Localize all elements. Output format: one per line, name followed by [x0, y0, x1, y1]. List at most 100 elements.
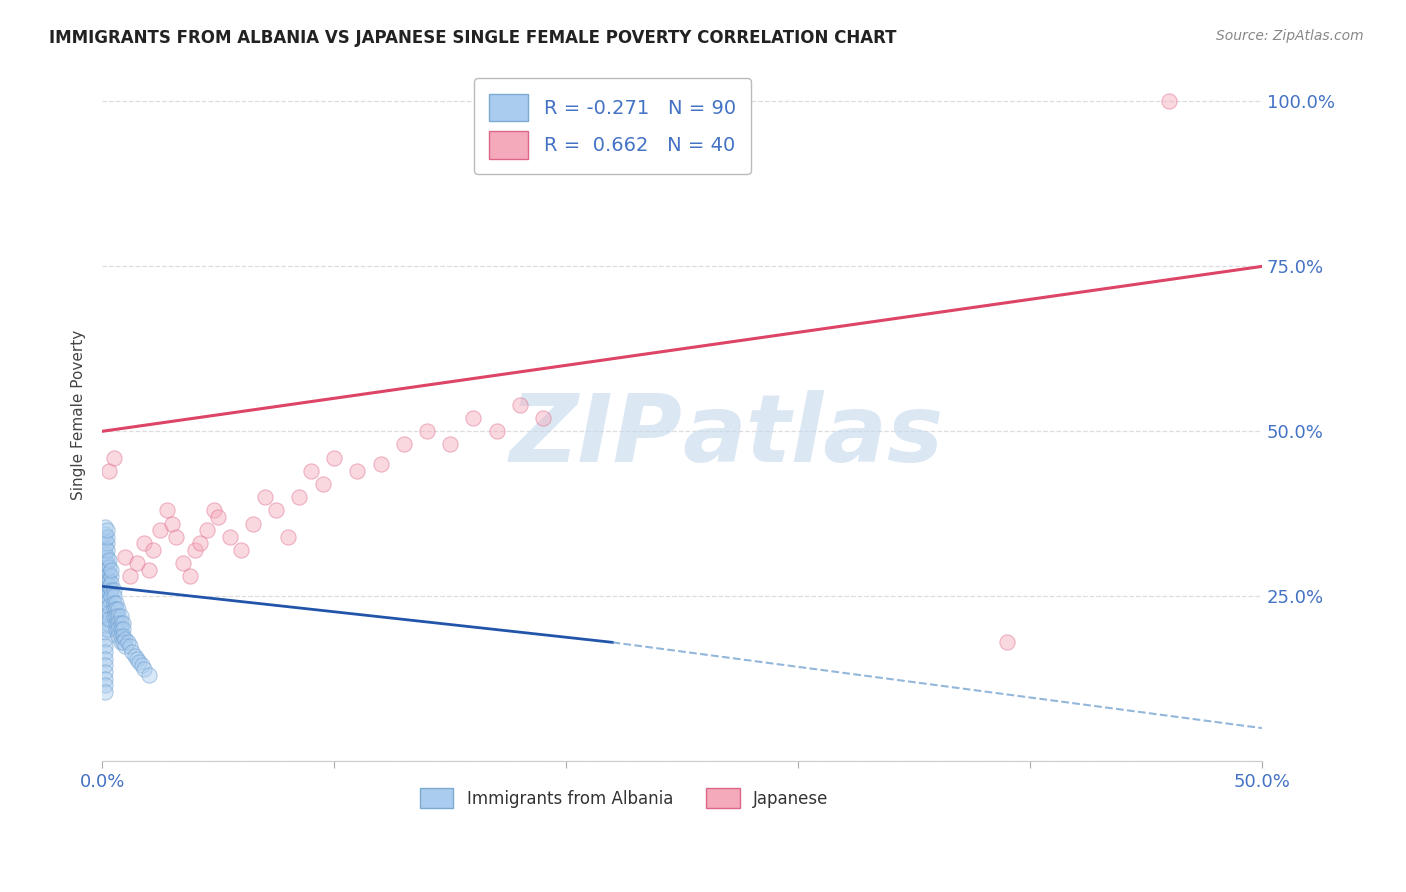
- Point: [1159, 95, 1181, 109]
- Point: [112, 615, 135, 630]
- Point: [93, 573, 115, 587]
- Point: [93, 678, 115, 692]
- Point: [107, 609, 129, 624]
- Point: [93, 586, 115, 600]
- Point: [416, 425, 439, 439]
- Point: [93, 672, 115, 686]
- Point: [118, 569, 141, 583]
- Point: [93, 540, 115, 554]
- Point: [138, 563, 160, 577]
- Point: [124, 648, 146, 663]
- Point: [112, 622, 135, 636]
- Point: [93, 612, 115, 626]
- Point: [96, 589, 118, 603]
- Point: [264, 503, 287, 517]
- Point: [149, 523, 172, 537]
- Point: [207, 510, 229, 524]
- Point: [93, 639, 115, 653]
- Point: [288, 490, 311, 504]
- Point: [96, 569, 118, 583]
- Point: [392, 437, 415, 451]
- Point: [96, 543, 118, 558]
- Point: [93, 685, 115, 699]
- Point: [105, 596, 128, 610]
- Point: [128, 655, 150, 669]
- Point: [93, 559, 115, 574]
- Point: [96, 622, 118, 636]
- Point: [93, 658, 115, 673]
- Point: [105, 622, 128, 636]
- Point: [93, 625, 115, 640]
- Point: [142, 543, 165, 558]
- Point: [110, 615, 132, 630]
- Point: [100, 569, 122, 583]
- Point: [96, 582, 118, 597]
- Point: [118, 639, 141, 653]
- Point: [96, 549, 118, 564]
- Point: [103, 596, 125, 610]
- Point: [463, 411, 485, 425]
- Point: [103, 582, 125, 597]
- Point: [93, 546, 115, 560]
- Point: [323, 450, 346, 465]
- Point: [242, 516, 264, 531]
- Point: [107, 622, 129, 636]
- Point: [103, 450, 125, 465]
- Point: [114, 549, 136, 564]
- Point: [277, 530, 299, 544]
- Point: [110, 629, 132, 643]
- Point: [103, 602, 125, 616]
- Point: [114, 632, 136, 646]
- Point: [100, 589, 122, 603]
- Text: IMMIGRANTS FROM ALBANIA VS JAPANESE SINGLE FEMALE POVERTY CORRELATION CHART: IMMIGRANTS FROM ALBANIA VS JAPANESE SING…: [49, 29, 897, 46]
- Point: [96, 615, 118, 630]
- Point: [103, 609, 125, 624]
- Point: [110, 622, 132, 636]
- Point: [253, 490, 276, 504]
- Text: Source: ZipAtlas.com: Source: ZipAtlas.com: [1216, 29, 1364, 43]
- Point: [439, 437, 461, 451]
- Point: [202, 503, 225, 517]
- Point: [93, 566, 115, 580]
- Point: [105, 615, 128, 630]
- Point: [107, 615, 129, 630]
- Point: [346, 464, 368, 478]
- Y-axis label: Single Female Poverty: Single Female Poverty: [72, 330, 86, 500]
- Point: [231, 543, 253, 558]
- Point: [100, 576, 122, 591]
- Point: [96, 563, 118, 577]
- Point: [112, 629, 135, 643]
- Point: [531, 411, 554, 425]
- Point: [98, 586, 121, 600]
- Point: [105, 602, 128, 616]
- Point: [98, 559, 121, 574]
- Point: [100, 582, 122, 597]
- Point: [96, 609, 118, 624]
- Point: [195, 523, 218, 537]
- Point: [485, 425, 508, 439]
- Point: [509, 398, 531, 412]
- Point: [93, 592, 115, 607]
- Point: [93, 553, 115, 567]
- Point: [96, 536, 118, 550]
- Point: [370, 457, 392, 471]
- Point: [179, 569, 201, 583]
- Point: [100, 563, 122, 577]
- Point: [96, 530, 118, 544]
- Point: [98, 606, 121, 620]
- Text: atlas: atlas: [682, 390, 943, 482]
- Point: [299, 464, 322, 478]
- Point: [98, 592, 121, 607]
- Point: [96, 523, 118, 537]
- Point: [995, 635, 1018, 649]
- Point: [93, 579, 115, 593]
- Point: [117, 635, 139, 649]
- Point: [112, 635, 135, 649]
- Point: [125, 556, 148, 570]
- Point: [98, 579, 121, 593]
- Point: [131, 658, 153, 673]
- Point: [125, 652, 148, 666]
- Point: [93, 665, 115, 679]
- Point: [160, 516, 183, 531]
- Point: [114, 639, 136, 653]
